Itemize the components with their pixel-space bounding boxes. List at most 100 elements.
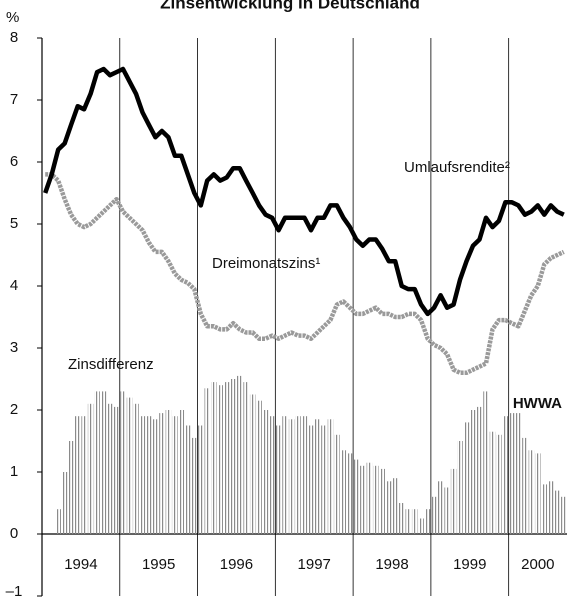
difference-bar — [87, 403, 94, 534]
difference-bar — [314, 419, 321, 534]
difference-bar — [230, 379, 236, 534]
difference-bar — [360, 465, 366, 534]
difference-bar — [373, 465, 379, 534]
difference-bar — [165, 410, 172, 534]
difference-bar — [81, 416, 87, 534]
x-tick-label: 1996 — [220, 556, 253, 573]
y-tick-label: 6 — [10, 153, 18, 170]
difference-bar — [535, 453, 541, 534]
difference-bar — [548, 481, 554, 534]
difference-bar — [126, 397, 133, 534]
x-tick-label: 1995 — [142, 556, 175, 573]
chart-title: Zinsentwicklung in Deutschland — [160, 0, 420, 12]
difference-bar — [398, 503, 405, 534]
difference-bar — [541, 484, 548, 534]
difference-bar — [139, 416, 146, 534]
difference-bar — [113, 406, 120, 534]
difference-bar — [431, 496, 437, 534]
difference-bar — [198, 425, 204, 534]
x-tick-label: 1994 — [64, 556, 97, 573]
difference-bar — [211, 382, 217, 534]
x-tick-label: 1999 — [453, 556, 486, 573]
difference-bar — [282, 416, 288, 534]
difference-bar — [68, 441, 74, 534]
difference-bar — [347, 453, 353, 534]
difference-bar — [55, 509, 61, 534]
difference-bar — [366, 462, 373, 534]
difference-bar — [94, 391, 100, 534]
difference-bar — [463, 422, 470, 534]
difference-bar — [353, 459, 360, 534]
difference-bar — [321, 425, 327, 534]
y-tick-label: 7 — [10, 91, 18, 108]
y-tick-label: 3 — [10, 339, 18, 356]
difference-bar — [185, 425, 191, 534]
difference-bar — [515, 413, 522, 534]
difference-bar — [470, 410, 476, 534]
difference-bar — [275, 425, 282, 534]
rate-line — [43, 66, 565, 317]
difference-bar — [386, 481, 392, 534]
difference-bar — [379, 468, 385, 534]
difference-bar — [405, 509, 411, 534]
y-tick-label: 2 — [10, 401, 18, 418]
y-tick-label: –1 — [6, 583, 23, 600]
difference-bar — [476, 406, 483, 534]
rate-line — [45, 172, 565, 376]
x-tick-label: 2000 — [521, 556, 554, 573]
difference-bar — [152, 419, 159, 534]
difference-bar — [528, 450, 535, 534]
difference-bar — [243, 382, 249, 534]
difference-bar — [489, 431, 496, 534]
x-tick-label: 1997 — [298, 556, 331, 573]
difference-bar — [483, 391, 489, 534]
difference-bar — [418, 518, 424, 534]
difference-bar — [327, 419, 334, 534]
series-label: Dreimonatszins¹ — [212, 255, 320, 272]
difference-bar — [191, 437, 198, 534]
difference-bar — [249, 394, 256, 534]
difference-bar — [444, 487, 450, 534]
difference-bar — [172, 416, 178, 534]
difference-bar — [61, 472, 68, 534]
difference-bar — [334, 434, 340, 534]
difference-bar — [288, 419, 295, 534]
difference-bar — [133, 403, 139, 534]
difference-bar — [496, 434, 502, 534]
difference-bar — [509, 413, 515, 534]
difference-bar — [340, 450, 347, 534]
difference-bar — [308, 425, 314, 534]
difference-bar — [269, 416, 275, 534]
difference-bar — [107, 403, 113, 534]
difference-bar — [295, 416, 301, 534]
x-tick-label: 1998 — [375, 556, 408, 573]
difference-bar — [437, 481, 444, 534]
difference-bar — [411, 509, 418, 534]
difference-bar — [561, 496, 567, 534]
y-axis-label: % — [6, 9, 19, 26]
difference-bar — [502, 416, 509, 534]
difference-bar — [301, 416, 308, 534]
difference-bar — [159, 413, 165, 534]
difference-bar — [450, 468, 457, 534]
y-tick-label: 4 — [10, 277, 18, 294]
difference-bar — [120, 391, 126, 534]
watermark: HWWA — [513, 395, 562, 412]
series-label: Umlaufsrendite² — [404, 159, 510, 176]
difference-bar — [554, 490, 560, 534]
difference-bar — [392, 478, 398, 534]
difference-bar — [204, 388, 210, 534]
difference-bar — [424, 509, 431, 534]
y-tick-label: 8 — [10, 29, 18, 46]
difference-bar — [522, 437, 528, 534]
difference-bar — [457, 441, 463, 534]
y-tick-label: 0 — [10, 525, 18, 542]
difference-bar — [100, 391, 107, 534]
difference-bar — [256, 400, 262, 534]
difference-bar — [223, 382, 230, 534]
difference-bar — [178, 410, 185, 534]
y-tick-label: 5 — [10, 215, 18, 232]
difference-bar — [74, 416, 81, 534]
difference-bar — [146, 416, 152, 534]
